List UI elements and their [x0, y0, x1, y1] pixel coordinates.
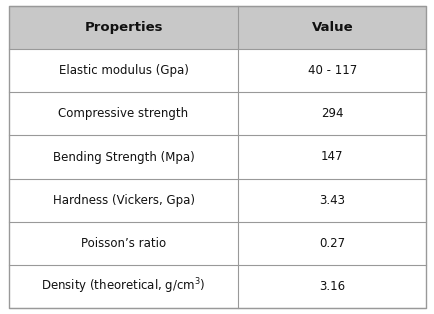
Text: Poisson’s ratio: Poisson’s ratio: [81, 237, 166, 250]
Bar: [9, 6, 425, 49]
Text: Density (theoretical, g/cm$^3$): Density (theoretical, g/cm$^3$): [41, 276, 205, 296]
Text: 294: 294: [320, 107, 343, 121]
Text: 40 - 117: 40 - 117: [307, 64, 356, 77]
Text: 3.43: 3.43: [319, 193, 345, 207]
Text: Properties: Properties: [84, 21, 162, 34]
Text: Hardness (Vickers, Gpa): Hardness (Vickers, Gpa): [53, 193, 194, 207]
Text: 147: 147: [320, 150, 343, 164]
Text: Elastic modulus (Gpa): Elastic modulus (Gpa): [59, 64, 188, 77]
Text: Bending Strength (Mpa): Bending Strength (Mpa): [53, 150, 194, 164]
Text: Value: Value: [311, 21, 352, 34]
Text: 3.16: 3.16: [319, 280, 345, 293]
Text: Compressive strength: Compressive strength: [58, 107, 188, 121]
Text: 0.27: 0.27: [319, 237, 345, 250]
